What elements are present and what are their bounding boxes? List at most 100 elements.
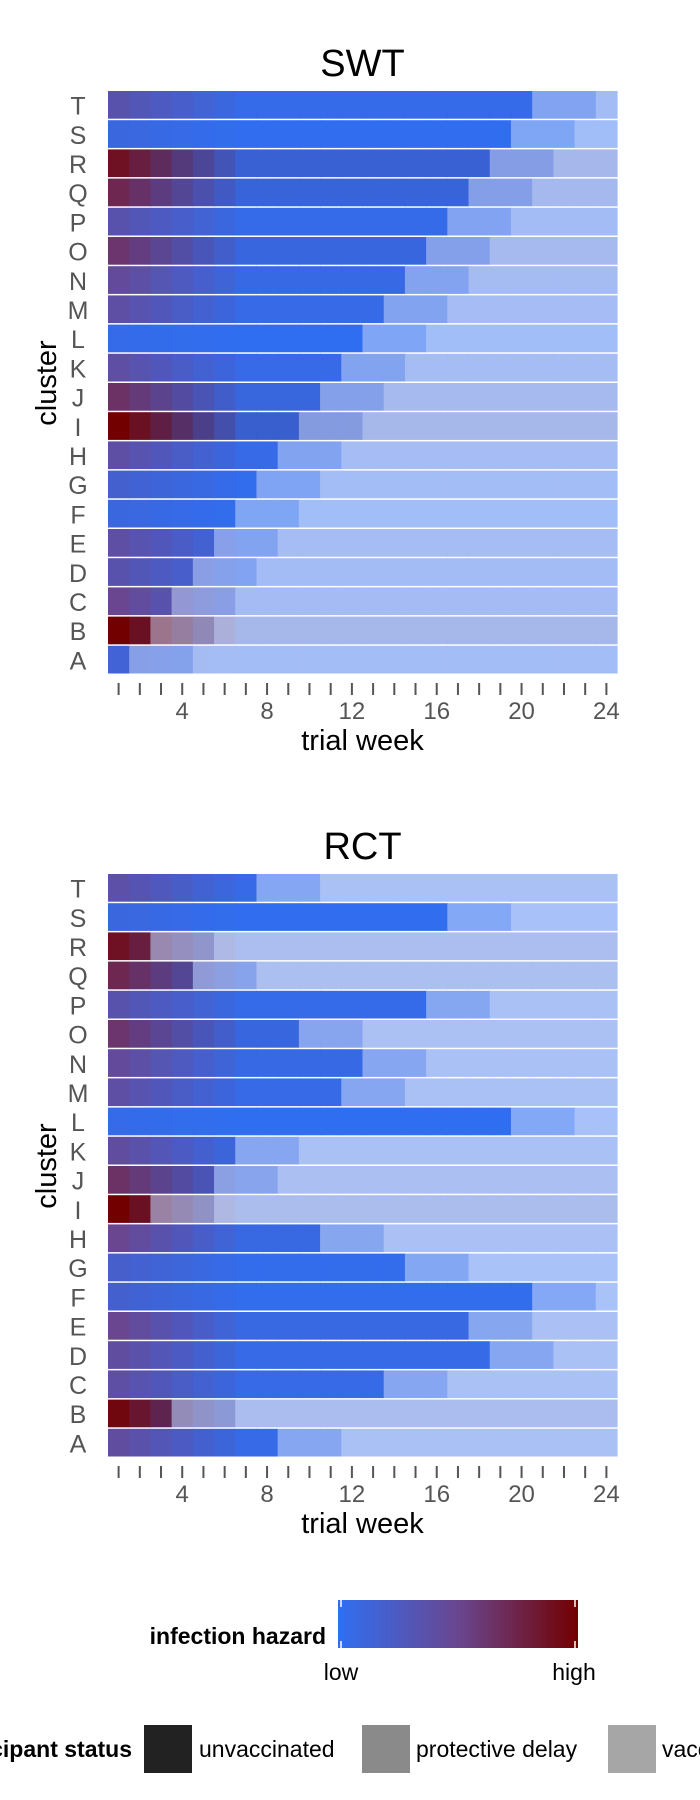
cell [235,1370,258,1399]
cell [489,1224,512,1253]
cell [426,91,448,119]
y-axis-label: cluster [31,1123,63,1209]
cell [574,1020,597,1048]
cell [341,178,364,207]
cell [404,645,427,674]
cell [532,1428,554,1457]
cell [256,1195,279,1223]
cell [510,874,533,902]
cell [320,149,342,178]
cell [574,1224,597,1253]
cell [256,470,279,499]
cell [447,266,470,294]
cell [192,558,215,586]
cell [574,587,597,616]
cell [171,961,194,990]
cell [404,324,427,353]
cell [341,1428,364,1457]
cell [489,1078,512,1107]
cell [468,1253,491,1282]
cell [553,207,576,236]
cell [108,903,130,931]
cell [298,1136,321,1165]
cell [383,874,406,902]
cell [426,587,448,616]
cluster-label: Q [68,963,87,991]
cell [447,1049,470,1077]
cluster-label: K [70,355,87,383]
cell [426,874,448,902]
cell [574,903,597,931]
cell [553,1049,576,1077]
cell [489,353,512,382]
cell [532,1399,554,1428]
cell [574,91,597,119]
cell [383,961,406,990]
cell [468,178,491,207]
cell [404,1020,427,1048]
cell [192,587,215,616]
cell [510,295,533,324]
cell [532,558,554,586]
cell [574,266,597,294]
cell [553,1195,576,1223]
cell [129,616,152,645]
cell [192,91,215,119]
cell [214,1049,236,1077]
cluster-row-J: J [72,1166,618,1196]
cell [341,412,364,440]
cluster-row-G: G [68,1253,618,1283]
cell [595,1166,618,1194]
cell [108,1224,130,1253]
cell [192,120,215,148]
cell [426,903,448,931]
cell [277,353,300,382]
cell [383,558,406,586]
cell [235,470,258,499]
cell [256,149,279,178]
cell [150,295,173,324]
cell [510,1282,533,1311]
cell [256,324,279,353]
cell [489,558,512,586]
cell [426,178,448,207]
cell [595,324,618,353]
cell [108,1020,130,1048]
cell [489,961,512,990]
cell [341,295,364,324]
cell [468,91,491,119]
cell [320,1020,342,1048]
cell [341,1136,364,1165]
status-label-protective-delay: protective delay [416,1736,578,1762]
cell [447,470,470,499]
cell [426,1341,448,1369]
cell [447,412,470,440]
cell [277,149,300,178]
cell [404,383,427,411]
cell [489,874,512,902]
cell [108,645,130,674]
cell [447,353,470,382]
cluster-row-F: F [70,1282,618,1312]
cell [532,237,554,265]
cell [404,1312,427,1340]
cell [404,932,427,961]
cell [150,558,173,586]
cell [192,961,215,990]
cell [150,1312,173,1340]
cell [341,441,364,470]
cell [404,149,427,178]
cell [277,1341,300,1369]
cell [214,441,236,470]
cell [447,149,470,178]
cell [150,1195,173,1223]
cell [426,1195,448,1223]
cell [277,990,300,1019]
cell [553,383,576,411]
cell [426,353,448,382]
cell [150,441,173,470]
cell [426,1107,448,1136]
cell [298,1428,321,1457]
cell [341,932,364,961]
cell [362,932,385,961]
